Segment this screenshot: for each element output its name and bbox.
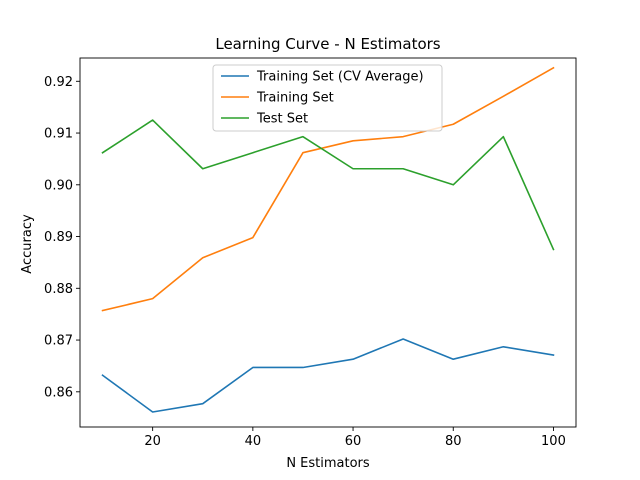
- legend-label-0: Training Set (CV Average): [256, 70, 424, 85]
- y-tick-label: 0.90: [44, 178, 73, 193]
- y-tick-label: 0.88: [44, 282, 73, 297]
- legend-label-1: Training Set: [256, 91, 334, 106]
- y-tick-label: 0.86: [44, 385, 73, 400]
- x-tick-label: 40: [245, 434, 262, 449]
- x-axis-title: N Estimators: [286, 456, 370, 471]
- y-tick-label: 0.89: [44, 230, 73, 245]
- x-tick-label: 100: [541, 434, 566, 449]
- x-tick-label: 80: [445, 434, 462, 449]
- y-tick-label: 0.91: [44, 127, 73, 142]
- series-line-2: [101, 119, 555, 251]
- legend: Training Set (CV Average) Training Set Tes…: [212, 64, 443, 132]
- legend-box: [212, 64, 443, 132]
- x-tick-label: 60: [345, 434, 362, 449]
- y-axis-title: Accuracy: [20, 214, 35, 274]
- x-tick-label: 20: [144, 434, 161, 449]
- series-line-1: [101, 66, 555, 312]
- chart-title: Learning Curve - N Estimators: [215, 35, 440, 53]
- y-tick-label: 0.92: [44, 75, 73, 90]
- series-line-0: [101, 338, 555, 413]
- legend-label-2: Test Set: [256, 112, 308, 127]
- y-tick-label: 0.87: [44, 334, 73, 349]
- plot-frame: [79, 57, 577, 428]
- series-layer: [101, 66, 555, 413]
- axes-layer: 20 40 60 80 100 0.86 0.87 0.88 0.89 0.90 0.91 0.92: [44, 57, 577, 449]
